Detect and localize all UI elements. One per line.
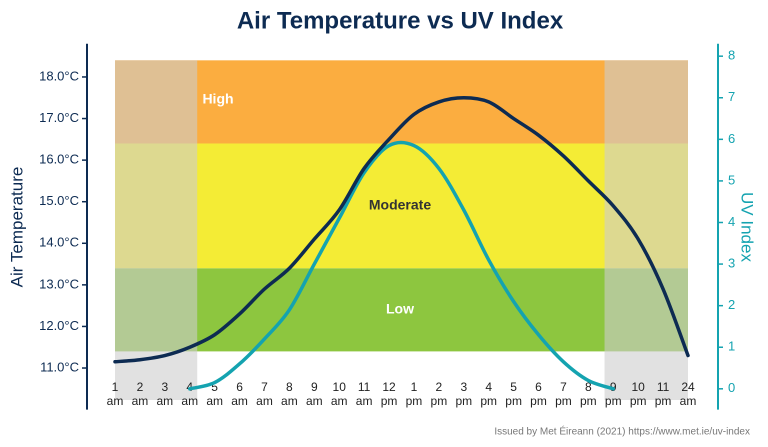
x-tick-label: am (281, 394, 298, 408)
series-line (187, 140, 616, 391)
x-tick-label: am (107, 394, 124, 408)
x-tick-label: 8 (585, 380, 592, 394)
y2-tick-label: 6 (728, 131, 735, 146)
y2-axis-label: UV Index (738, 192, 757, 262)
x-tick-label: am (256, 394, 273, 408)
x-tick-label: am (156, 394, 173, 408)
x-tick-label: 24 (681, 380, 695, 394)
x-tick-label: am (356, 394, 373, 408)
x-tick-label: am (306, 394, 323, 408)
x-tick-label: 5 (510, 380, 517, 394)
x-tick-label: 7 (261, 380, 268, 394)
x-tick-label: 12 (382, 380, 396, 394)
x-tick-label: 2 (436, 380, 443, 394)
band-label: High (202, 91, 233, 107)
x-tick-label: am (331, 394, 348, 408)
y2-tick-label: 0 (728, 380, 735, 395)
y-tick-label: 18.0°C (39, 68, 79, 83)
uv-band (115, 60, 688, 144)
x-tick-label: pm (455, 394, 472, 408)
band-label: Low (386, 301, 414, 317)
x-tick-label: am (132, 394, 149, 408)
x-tick-label: am (181, 394, 198, 408)
y-tick-label: 14.0°C (39, 235, 79, 250)
y2-tick-label: 4 (728, 214, 735, 229)
chart-title: Air Temperature vs UV Index (237, 7, 564, 34)
x-tick-label: 4 (485, 380, 492, 394)
y2-tick-label: 5 (728, 172, 735, 187)
y2-tick-label: 3 (728, 256, 735, 271)
x-tick-label: 10 (631, 380, 645, 394)
uv-band (115, 143, 688, 269)
x-tick-label: 3 (161, 380, 168, 394)
y-tick-label: 13.0°C (39, 276, 79, 291)
x-tick-label: pm (505, 394, 522, 408)
x-tick-label: pm (480, 394, 497, 408)
x-tick-label: pm (381, 394, 398, 408)
x-tick-label: am (231, 394, 248, 408)
y2-tick-label: 7 (728, 89, 735, 104)
band-label: Moderate (369, 197, 431, 213)
x-tick-label: 6 (236, 380, 243, 394)
x-tick-label: 7 (560, 380, 567, 394)
x-tick-label: 5 (211, 380, 218, 394)
x-tick-label: am (680, 394, 697, 408)
y2-tick-label: 8 (728, 48, 735, 63)
x-tick-label: pm (655, 394, 672, 408)
x-tick-label: pm (431, 394, 448, 408)
x-tick-label: 2 (137, 380, 144, 394)
x-tick-label: pm (530, 394, 547, 408)
y2-tick-label: 2 (728, 297, 735, 312)
x-tick-label: 6 (535, 380, 542, 394)
y-tick-label: 11.0°C (40, 359, 79, 374)
x-tick-label: pm (406, 394, 423, 408)
x-tick-label: pm (555, 394, 572, 408)
footnote: Issued by Met Éireann (2021) https://www… (494, 425, 750, 438)
x-tick-label: 10 (333, 380, 347, 394)
y2-tick-label: 1 (728, 339, 735, 354)
x-tick-label: 8 (286, 380, 293, 394)
x-tick-label: 3 (460, 380, 467, 394)
night-shade (115, 60, 198, 400)
x-tick-label: 11 (657, 380, 670, 394)
x-tick-label: am (206, 394, 223, 408)
y-tick-label: 17.0°C (39, 110, 79, 125)
x-tick-label: 9 (311, 380, 318, 394)
y-tick-label: 16.0°C (39, 152, 79, 167)
x-tick-label: 1 (411, 380, 418, 394)
series-line (113, 96, 690, 364)
y-tick-label: 12.0°C (39, 318, 79, 333)
x-tick-label: 1 (112, 380, 119, 394)
x-tick-label: pm (580, 394, 597, 408)
x-tick-label: pm (605, 394, 622, 408)
x-tick-label: pm (630, 394, 647, 408)
x-tick-label: 11 (358, 380, 371, 394)
y-tick-label: 15.0°C (39, 193, 79, 208)
night-shade (604, 60, 688, 400)
y-axis-label: Air Temperature (7, 167, 26, 288)
